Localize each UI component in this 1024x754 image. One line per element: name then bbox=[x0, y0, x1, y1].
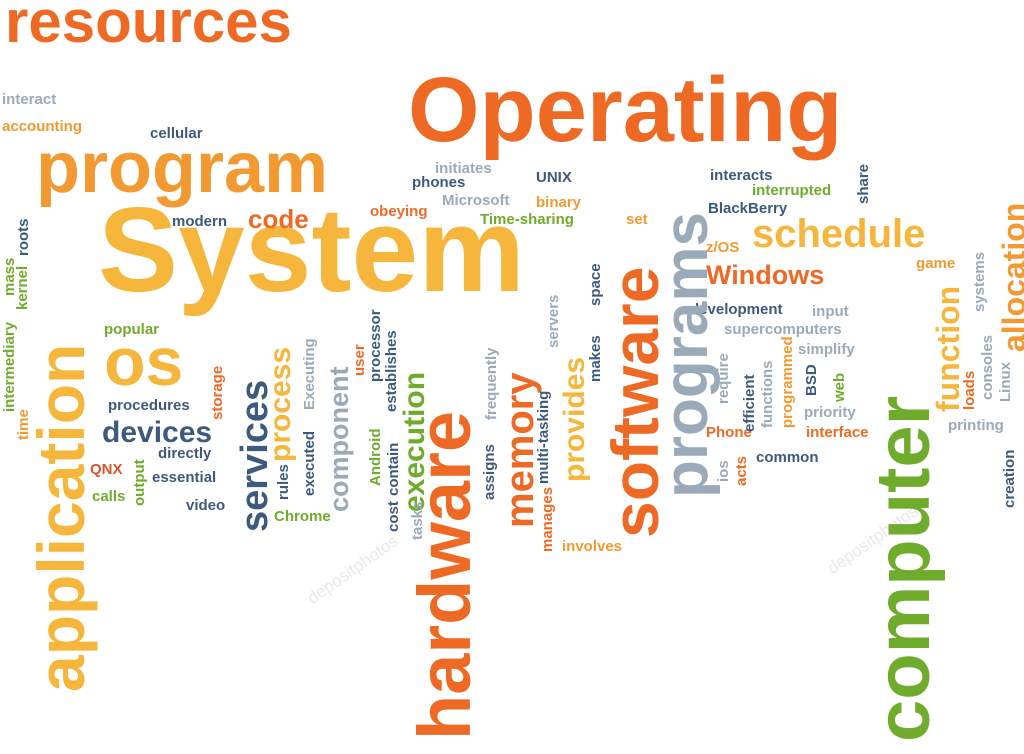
word-zos: z/OS bbox=[706, 239, 740, 256]
word-common: common bbox=[756, 449, 819, 466]
word-loads: loads bbox=[961, 370, 978, 410]
word-procedures: procedures bbox=[108, 397, 190, 414]
word-microsoft: Microsoft bbox=[442, 192, 510, 209]
word-consoles: consoles bbox=[979, 334, 996, 400]
word-web: web bbox=[831, 372, 848, 402]
word-multitasking: multi-tasking bbox=[535, 390, 552, 484]
word-servers: servers bbox=[545, 294, 562, 348]
word-user: user bbox=[351, 344, 368, 376]
word-bsd: BSD bbox=[803, 364, 820, 396]
word-process: process bbox=[264, 346, 297, 462]
word-video: video bbox=[186, 497, 226, 514]
word-provides: provides bbox=[558, 356, 591, 482]
word-roots: roots bbox=[15, 218, 32, 257]
word-binary: binary bbox=[536, 194, 582, 211]
word-initiates: initiates bbox=[435, 160, 492, 177]
word-require: require bbox=[715, 353, 732, 404]
word-set: set bbox=[626, 211, 648, 228]
word-rules: rules bbox=[275, 464, 292, 500]
word-component: component bbox=[324, 366, 354, 513]
word-phone: Phone bbox=[706, 424, 752, 441]
word-memory: memory bbox=[498, 372, 542, 528]
word-modern: modern bbox=[172, 213, 228, 230]
word-programs: programs bbox=[652, 212, 721, 498]
word-unix: UNIX bbox=[536, 169, 572, 186]
word-allocation: allocation bbox=[996, 202, 1024, 352]
word-qnx: QNX bbox=[90, 461, 123, 478]
word-printing: printing bbox=[948, 417, 1004, 434]
word-system: System bbox=[98, 183, 525, 317]
word-programmed: programmed bbox=[779, 336, 796, 428]
word-blackberry: BlackBerry bbox=[708, 200, 788, 217]
word-cellular: cellular bbox=[150, 125, 203, 142]
word-involves: involves bbox=[562, 538, 623, 555]
word-hardware: hardware bbox=[403, 410, 486, 740]
word-executed: executed bbox=[301, 430, 318, 496]
word-function: function bbox=[930, 285, 966, 412]
word-timesharing: Time-sharing bbox=[480, 211, 574, 228]
word-interact: interact bbox=[2, 91, 57, 108]
word-simplify: simplify bbox=[798, 341, 855, 358]
word-code: code bbox=[248, 204, 309, 234]
word-manages: manages bbox=[539, 486, 556, 552]
word-interrupted: interrupted bbox=[752, 182, 832, 199]
word-input: input bbox=[812, 303, 849, 320]
word-interface: interface bbox=[806, 424, 869, 441]
word-program: program bbox=[36, 128, 329, 208]
word-frequently: frequently bbox=[483, 347, 500, 420]
word-mass: mass bbox=[1, 257, 18, 296]
word-establishes: establishes bbox=[383, 330, 400, 412]
word-application: application bbox=[24, 343, 98, 692]
word-popular: popular bbox=[104, 321, 159, 338]
word-processor: processor bbox=[367, 309, 384, 382]
word-operating: Operating bbox=[408, 59, 843, 161]
word-android: Android bbox=[367, 428, 384, 487]
word-acts: acts bbox=[733, 455, 750, 486]
word-efficient: efficient bbox=[741, 374, 758, 432]
word-intermediary: intermediary bbox=[1, 321, 18, 412]
word-development: development bbox=[690, 301, 783, 318]
word-share: share bbox=[855, 163, 872, 204]
word-ios: ios bbox=[715, 460, 732, 482]
word-calls: calls bbox=[92, 488, 126, 505]
word-linux: Linux bbox=[997, 362, 1014, 402]
word-computer: computer bbox=[861, 395, 946, 742]
word-resources: resources bbox=[5, 0, 292, 55]
word-storage: storage bbox=[209, 365, 226, 420]
word-obeying: obeying bbox=[370, 203, 428, 220]
word-game: game bbox=[916, 255, 956, 272]
word-chrome: Chrome bbox=[274, 508, 331, 525]
word-windows: Windows bbox=[706, 260, 825, 290]
word-executing: Executing bbox=[301, 338, 318, 410]
word-creation: creation bbox=[1001, 449, 1018, 508]
word-systems: systems bbox=[971, 251, 988, 312]
word-os: os bbox=[104, 324, 184, 400]
word-priority: priority bbox=[804, 404, 856, 421]
word-phones: phones bbox=[412, 174, 466, 191]
word-schedule: schedule bbox=[752, 212, 926, 256]
word-functions: functions bbox=[759, 360, 776, 429]
word-output: output bbox=[131, 459, 148, 506]
word-assigns: assigns bbox=[481, 444, 498, 500]
word-interacts: interacts bbox=[710, 167, 773, 184]
word-accounting: accounting bbox=[2, 118, 83, 135]
word-supercomputers: supercomputers bbox=[724, 321, 842, 338]
word-essential: essential bbox=[152, 469, 217, 486]
word-directly: directly bbox=[158, 445, 212, 462]
word-time: time bbox=[15, 409, 32, 440]
word-devices: devices bbox=[102, 416, 213, 449]
